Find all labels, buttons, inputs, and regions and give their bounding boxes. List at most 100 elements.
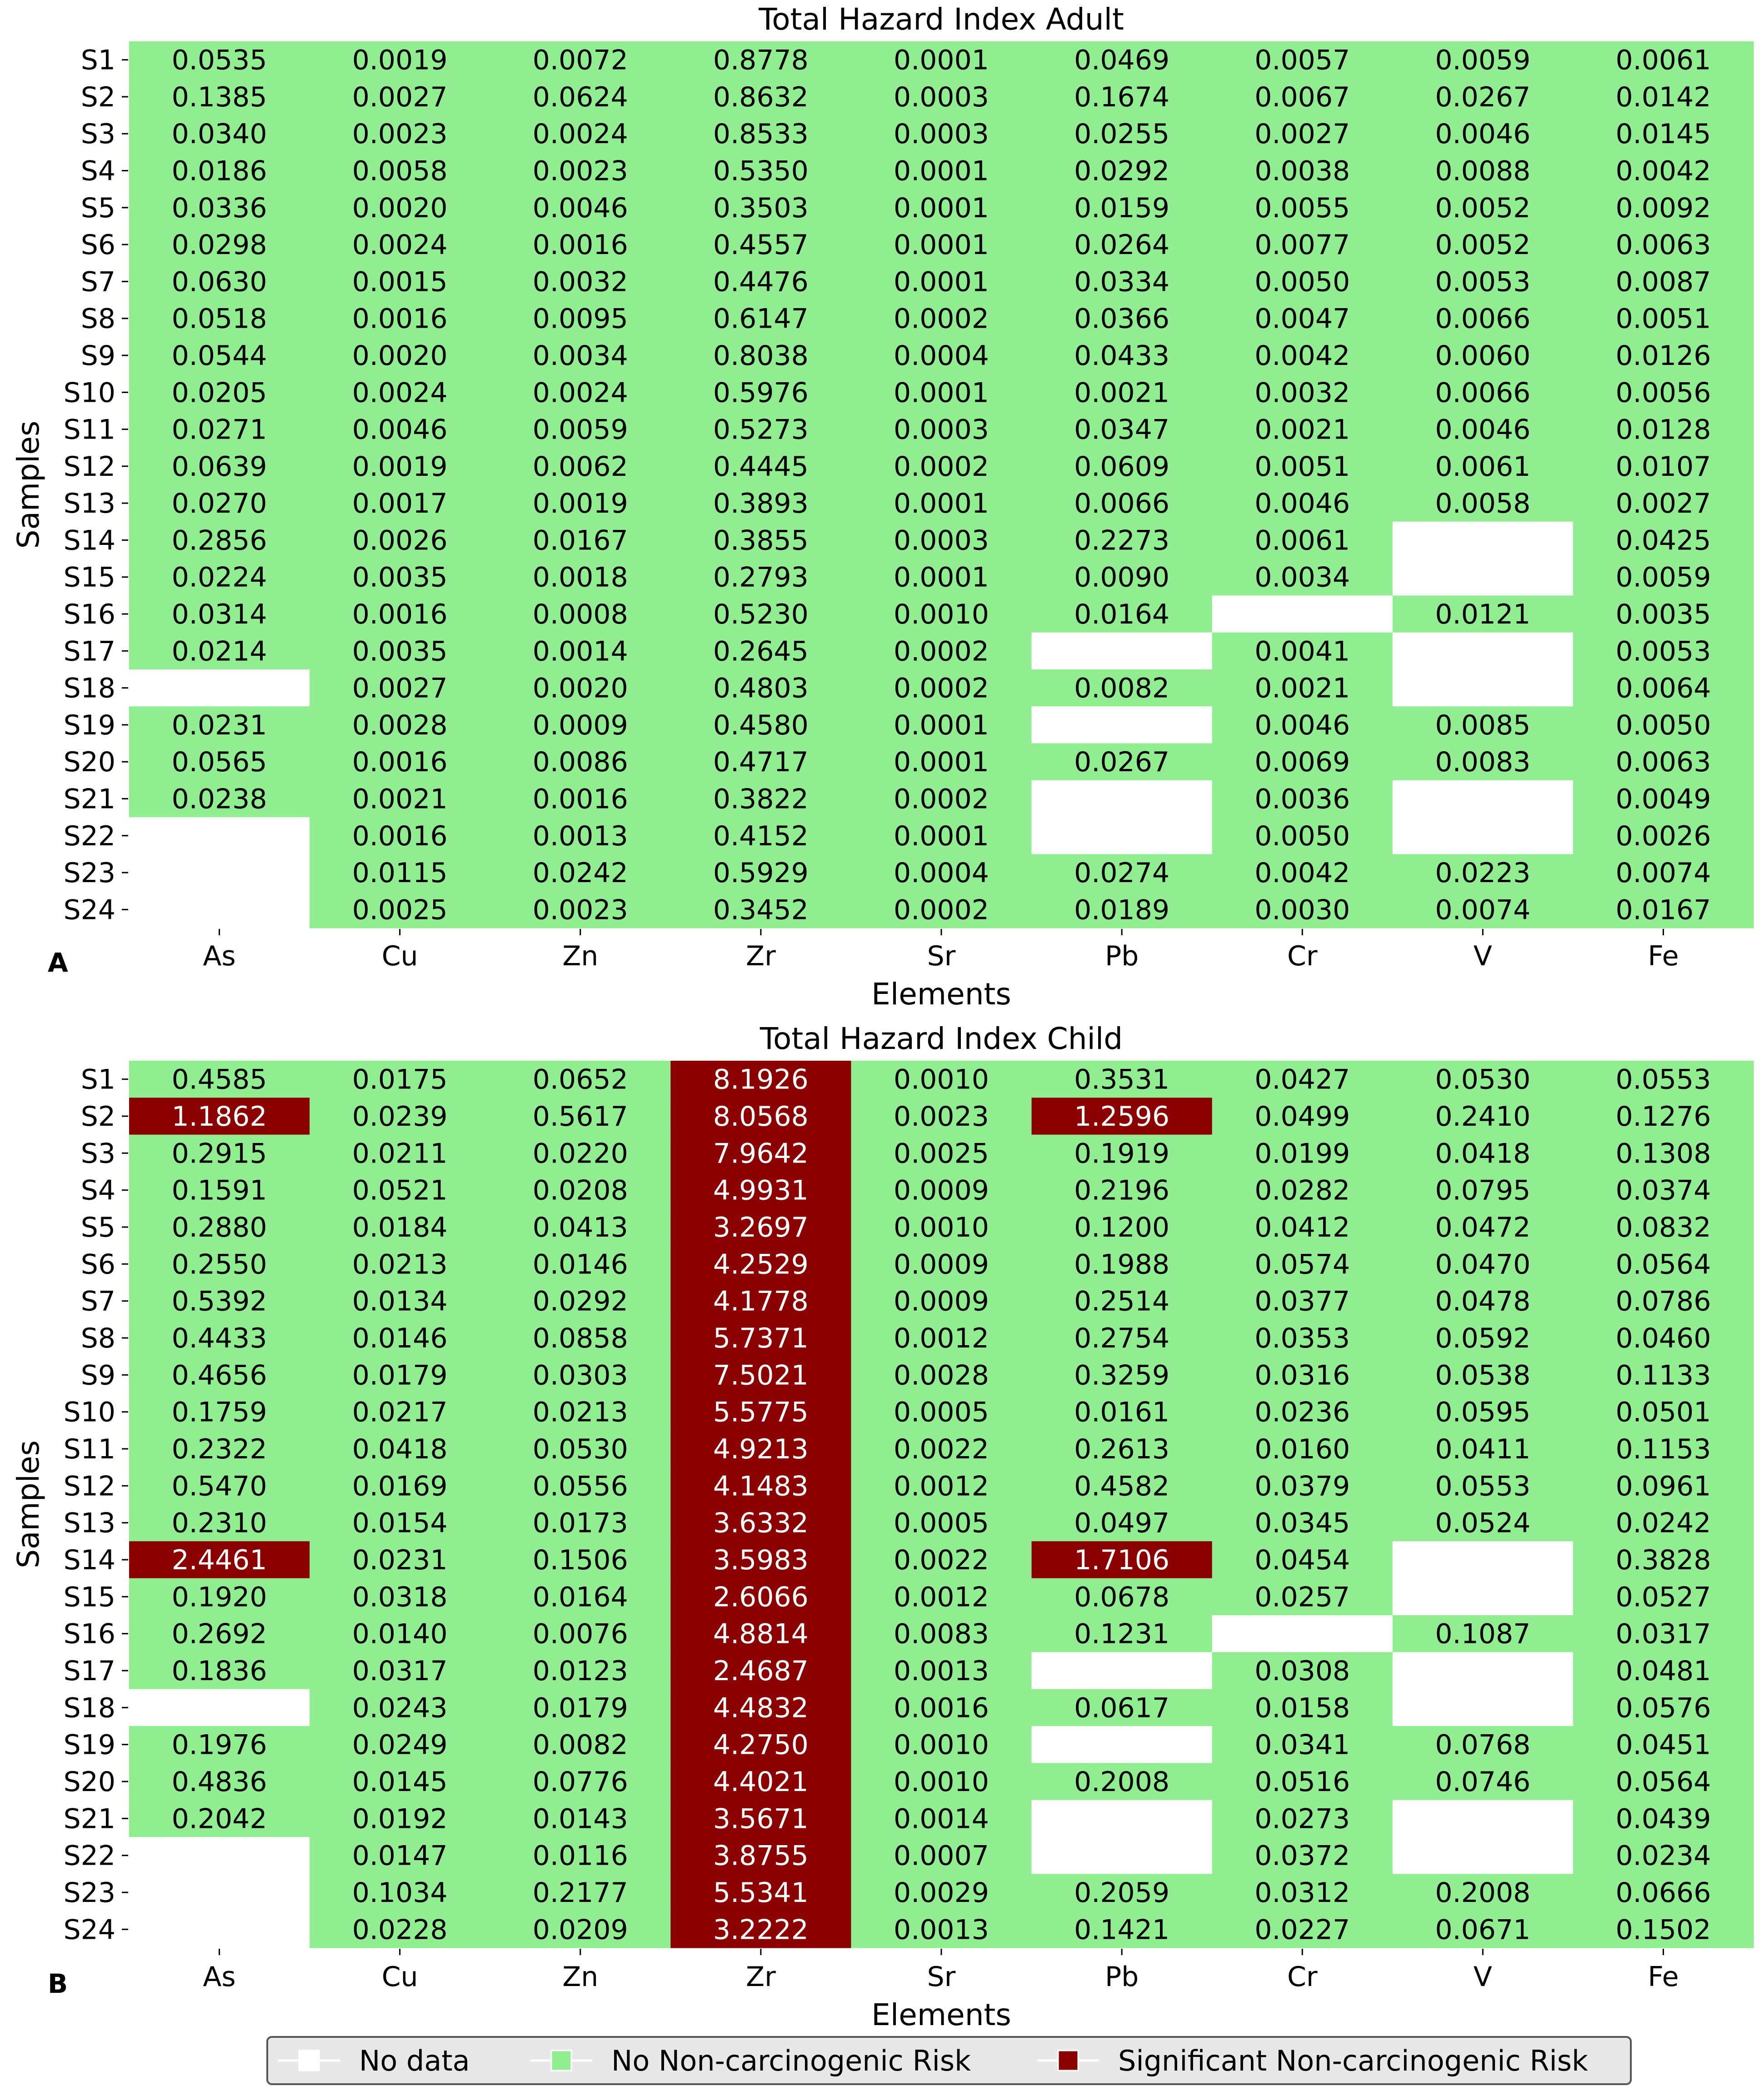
panel-b-cell-label: 0.0012 <box>894 1470 989 1502</box>
panel-b-cell-s24-fe <box>1573 1911 1754 1948</box>
panel-a-cell-label: 0.0028 <box>352 709 448 741</box>
panel-a-cell-s7-cu <box>310 263 490 300</box>
panel-b-cell-label: 0.0786 <box>1615 1286 1711 1317</box>
panel-b-cell-s11-zr <box>670 1430 852 1468</box>
panel-b-cell-label: 0.0353 <box>1254 1322 1350 1354</box>
panel-a-cell-s12-v <box>1392 448 1574 485</box>
panel-a-cell-s4-cr <box>1212 152 1393 190</box>
panel-a-cell-s20-cr <box>1212 743 1393 781</box>
panel-a-cell-label: 0.3893 <box>713 488 809 519</box>
panel-a-cell-s2-cu <box>310 78 490 116</box>
panel-a-cell-label: 0.0058 <box>352 155 448 187</box>
panel-a-cell-s8-cu <box>310 300 490 337</box>
panel-a-cell-label: 0.0059 <box>1435 45 1530 76</box>
panel-b-cell-s12-fe <box>1573 1467 1754 1505</box>
panel-a-cell-s18-cr <box>1212 669 1393 707</box>
panel-a-cell-s23-v <box>1392 854 1574 892</box>
panel-a-cell-s14-v <box>1392 521 1574 559</box>
panel-a-y-tick-label: S23 <box>64 857 115 889</box>
panel-b-cell-label: 0.0666 <box>1615 1877 1711 1909</box>
panel-b-cell-label: 4.1778 <box>713 1286 809 1317</box>
panel-b-cell-s2-zn <box>490 1098 671 1135</box>
panel-b-cell-label: 5.7371 <box>713 1322 809 1354</box>
panel-a-cell-s9-cr <box>1212 337 1393 374</box>
panel-b-cell-label: 0.0239 <box>352 1101 448 1133</box>
panel-a-cell-label: 0.0050 <box>1254 820 1350 852</box>
panel-a-cell-label: 0.4476 <box>713 266 809 298</box>
panel-b-cell-label: 3.5671 <box>713 1803 809 1835</box>
panel-b-cell-s12-sr <box>851 1467 1032 1505</box>
panel-a-y-tick-label: S24 <box>64 894 115 926</box>
panel-b-cell-label: 0.0013 <box>894 1914 989 1946</box>
panel-b-cell-s5-cr <box>1212 1208 1393 1246</box>
panel-a-y-tick-label: S18 <box>64 673 115 704</box>
panel-a-cell-s22-pb <box>1031 817 1213 855</box>
panel-b-cell-label: 0.1421 <box>1074 1914 1169 1946</box>
panel-b-cell-s4-zn <box>490 1172 671 1209</box>
panel-a-cell-s20-pb <box>1031 743 1213 781</box>
panel-b-y-tick-label: S7 <box>81 1286 115 1317</box>
panel-b-cell-s15-cu <box>310 1578 490 1616</box>
panel-b-cell-label: 3.6332 <box>713 1507 809 1539</box>
panel-b-cell-s18-cu <box>310 1689 490 1727</box>
panel-b-cell-label: 0.0010 <box>894 1212 989 1243</box>
panel-b-cell-label: 0.5470 <box>172 1470 267 1502</box>
panel-b-cell-s1-zn <box>490 1061 671 1098</box>
panel-b-cell-label: 1.7106 <box>1074 1544 1169 1576</box>
panel-b-cell-label: 0.5392 <box>172 1286 267 1317</box>
panel-b-cell-label: 4.4021 <box>713 1766 809 1798</box>
panel-b-cell-s10-cr <box>1212 1393 1393 1431</box>
panel-a-cell-label: 0.0264 <box>1074 229 1169 261</box>
panel-a-cell-s1-zn <box>490 41 671 79</box>
panel-b-cell-s10-v <box>1392 1393 1574 1431</box>
panel-b-cell-s17-v <box>1392 1652 1574 1690</box>
panel-a-cell-s4-pb <box>1031 152 1213 190</box>
panel-a-cell-s11-fe <box>1573 410 1754 448</box>
panel-a-cell-label: 0.0063 <box>1615 229 1711 261</box>
panel-b-y-tick-label: S5 <box>81 1212 115 1243</box>
panel-b-cell-s20-zn <box>490 1763 671 1801</box>
panel-a-cell-label: 0.0002 <box>894 635 989 667</box>
panel-a-cell-label: 0.0072 <box>533 45 628 76</box>
panel-b-cell-s5-pb <box>1031 1208 1213 1246</box>
panel-a-cell-label: 0.6147 <box>713 303 809 335</box>
panel-a-x-axis-label: Elements <box>871 977 1011 1012</box>
panel-b-cell-label: 5.5341 <box>713 1877 809 1909</box>
panel-b-cell-s10-cu <box>310 1393 490 1431</box>
panel-a-x-tick-label: Sr <box>927 940 956 972</box>
panel-a-cell-s17-cu <box>310 632 490 670</box>
panel-a-cell-label: 0.0053 <box>1435 266 1530 298</box>
panel-b-cell-s15-fe <box>1573 1578 1754 1616</box>
panel-b-cell-s7-cr <box>1212 1283 1393 1320</box>
panel-b-cell-s6-cu <box>310 1245 490 1283</box>
panel-a-cell-s10-fe <box>1573 374 1754 411</box>
panel-a-cell-label: 0.0255 <box>1074 118 1169 150</box>
panel-a-cell-s23-zr <box>670 854 852 892</box>
panel-a-cell-s13-cu <box>310 484 490 522</box>
panel-a-cell-label: 0.3855 <box>713 524 809 556</box>
panel-b-cell-s9-sr <box>851 1356 1032 1394</box>
panel-b-cell-s8-zr <box>670 1319 852 1357</box>
panel-b-cell-label: 0.0083 <box>894 1618 989 1650</box>
panel-b-cell-s18-fe <box>1573 1689 1754 1727</box>
panel-a-cell-label: 0.0231 <box>172 709 267 741</box>
panel-b-cell-s17-zn <box>490 1652 671 1690</box>
panel-a-y-tick-label: S8 <box>81 303 115 335</box>
panel-a-cell-s20-zr <box>670 743 852 781</box>
panel-b-cell-s16-as <box>129 1615 310 1652</box>
panel-b-x-tick-label: Zn <box>562 1961 598 1993</box>
panel-b-cell-s18-pb <box>1031 1689 1213 1727</box>
panel-a-cell-label: 0.5929 <box>713 857 809 889</box>
panel-b-cell-label: 0.0481 <box>1615 1655 1711 1687</box>
panel-a-cell-label: 0.0019 <box>352 45 448 76</box>
panel-a-cell-s17-as <box>129 632 310 670</box>
panel-b-cell-label: 0.0678 <box>1074 1581 1169 1613</box>
panel-a-cell-s12-as <box>129 448 310 485</box>
panel-a-cell-s21-sr <box>851 780 1032 818</box>
panel-b-heatmap: Total Hazard Index Child 0.4585 0.0175 0.06… <box>11 1021 1754 2032</box>
panel-a-cell-label: 0.4557 <box>713 229 809 261</box>
panel-b-cell-label: 0.0010 <box>894 1064 989 1096</box>
panel-a-cells: 0.0535 0.0019 0.0072 0.8778 0.0001 0.0469 0.00… <box>129 41 1754 928</box>
panel-b-cell-s22-cu <box>310 1837 490 1874</box>
panel-a-cell-s13-zn <box>490 484 671 522</box>
